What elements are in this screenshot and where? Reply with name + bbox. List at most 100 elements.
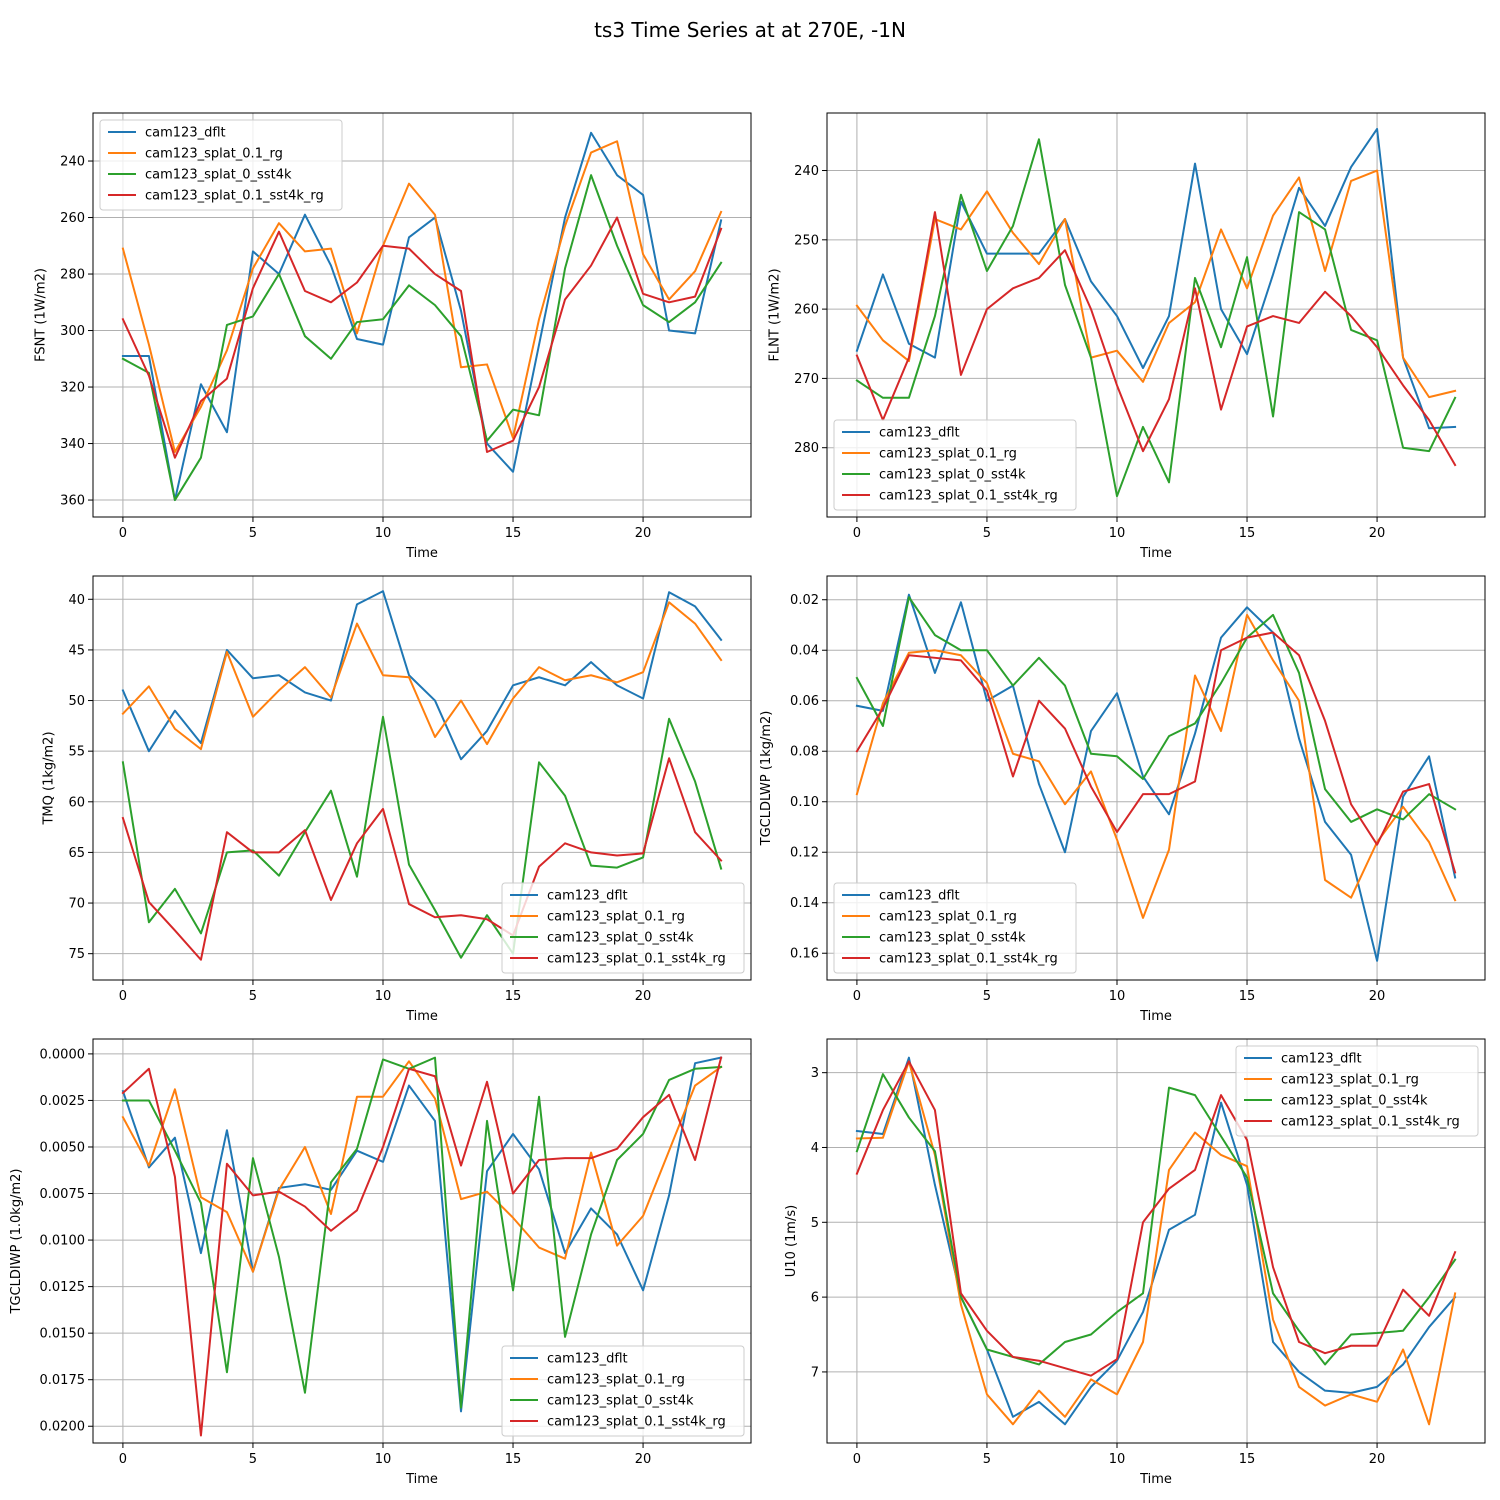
- y-tick-label: 270: [794, 372, 819, 387]
- legend: cam123_dflt cam123_splat_0.1_rg cam123_spl…: [1235, 1045, 1479, 1137]
- series-line-cam123-splat-0-1-rg: [855, 613, 1457, 919]
- y-tick-label: 250: [794, 233, 819, 248]
- x-tick-label: 20: [635, 989, 652, 1004]
- axes-frame: [92, 112, 752, 518]
- series-group: [855, 1056, 1457, 1426]
- legend: cam123_dflt cam123_splat_0.1_rg cam123_spl…: [833, 882, 1077, 974]
- x-tick-label: 15: [1239, 989, 1256, 1004]
- series-group: [855, 127, 1457, 498]
- panel-u10: 0 5 10 15 20 3 4 5 6 7 Time U10 (1m/s) cam123_dfltca…: [784, 1038, 1486, 1487]
- x-tick-label: 5: [249, 1452, 257, 1467]
- x-tick-label: 5: [983, 526, 991, 541]
- series-line-cam123-splat-0-1-sst4k-rg: [855, 1060, 1457, 1377]
- x-tick-label: 5: [249, 989, 257, 1004]
- legend-label-cam123-splat-0-1-rg: cam123_splat_0.1_rg: [879, 910, 1017, 925]
- legend-label-cam123-splat-0-1-rg: cam123_splat_0.1_rg: [145, 147, 283, 162]
- series-group: [121, 590, 723, 961]
- x-tick-label: 20: [1369, 1452, 1386, 1467]
- legend: cam123_dflt cam123_splat_0.1_rg cam123_spl…: [501, 1345, 745, 1437]
- legend-label-cam123-splat-0-1-sst4k-rg: cam123_splat_0.1_sst4k_rg: [1281, 1115, 1460, 1130]
- y-tick-label: 5: [811, 1216, 819, 1231]
- legend-label-cam123-splat-0-1-sst4k-rg: cam123_splat_0.1_sst4k_rg: [547, 1415, 726, 1430]
- legend-label-cam123-dflt: cam123_dflt: [879, 426, 960, 441]
- panel-tmq: 0 5 10 15 20 40 45 50 55 60 65 70 75 Time TMQ (1kg/m2)…: [42, 575, 752, 1024]
- legend-label-cam123-splat-0-1-rg: cam123_splat_0.1_rg: [547, 910, 685, 925]
- y-tick-label: 0.0050: [40, 1140, 86, 1155]
- y-tick-label: 340: [60, 437, 85, 452]
- y-tick-label: 4: [811, 1141, 819, 1156]
- x-tick-label: 20: [635, 526, 652, 541]
- y-tick-label: 0.0100: [40, 1234, 86, 1249]
- legend-label-cam123-dflt: cam123_dflt: [145, 126, 226, 141]
- series-group: [855, 593, 1457, 962]
- y-tick-label: 0.0075: [40, 1187, 86, 1202]
- y-tick-label: 7: [811, 1365, 819, 1380]
- x-tick-label: 0: [119, 1452, 127, 1467]
- legend-label-cam123-splat-0-1-sst4k-rg: cam123_splat_0.1_sst4k_rg: [879, 952, 1058, 967]
- y-tick-label: 0.12: [790, 846, 819, 861]
- legend-label-cam123-dflt: cam123_dflt: [879, 889, 960, 904]
- legend-label-cam123-splat-0-sst4k: cam123_splat_0_sst4k: [547, 931, 694, 946]
- series-line-cam123-dflt: [121, 131, 723, 502]
- x-tick-label: 10: [1109, 1452, 1126, 1467]
- series-group: [121, 131, 723, 502]
- panel-flnt: 0 5 10 15 20 240 250 260 270 280 Time FLNT (1W/m2) c…: [767, 112, 1486, 561]
- x-tick-label: 15: [505, 1452, 522, 1467]
- y-tick-label: 300: [60, 324, 85, 339]
- y-axis-label: FLNT (1W/m2): [767, 268, 782, 361]
- legend-label-cam123-splat-0-1-rg: cam123_splat_0.1_rg: [879, 447, 1017, 462]
- series-line-cam123-splat-0-1-rg: [121, 601, 723, 751]
- x-tick-label: 10: [375, 989, 392, 1004]
- x-tick-label: 0: [119, 989, 127, 1004]
- x-tick-label: 20: [1369, 989, 1386, 1004]
- legend-label-cam123-splat-0-sst4k: cam123_splat_0_sst4k: [145, 168, 292, 183]
- series-line-cam123-splat-0-1-rg: [121, 140, 723, 454]
- legend-label-cam123-splat-0-1-rg: cam123_splat_0.1_rg: [1281, 1073, 1419, 1088]
- legend-box: [501, 882, 745, 974]
- legend-label-cam123-splat-0-sst4k: cam123_splat_0_sst4k: [879, 931, 1026, 946]
- x-tick-label: 0: [853, 989, 861, 1004]
- x-axis-label: Time: [1139, 1009, 1172, 1024]
- series-line-cam123-splat-0-1-sst4k-rg: [121, 216, 723, 459]
- legend-label-cam123-splat-0-sst4k: cam123_splat_0_sst4k: [879, 468, 1026, 483]
- y-axis-label: U10 (1m/s): [784, 1205, 799, 1277]
- x-tick-label: 15: [1239, 1452, 1256, 1467]
- x-tick-label: 5: [983, 989, 991, 1004]
- y-tick-label: 0.08: [790, 745, 819, 760]
- axes-frame: [826, 112, 1486, 518]
- series-line-cam123-dflt: [855, 593, 1457, 962]
- x-tick-label: 0: [853, 526, 861, 541]
- y-tick-label: 0.04: [790, 644, 819, 659]
- x-tick-label: 15: [505, 526, 522, 541]
- y-tick-label: 0.02: [790, 593, 819, 608]
- x-axis-label: Time: [1139, 546, 1172, 561]
- series-line-cam123-splat-0-1-sst4k-rg: [121, 1056, 723, 1437]
- y-tick-label: 0.10: [790, 795, 819, 810]
- x-tick-label: 5: [249, 526, 257, 541]
- x-axis-label: Time: [1139, 1472, 1172, 1487]
- axes-frame: [826, 1038, 1486, 1444]
- x-tick-label: 20: [635, 1452, 652, 1467]
- x-tick-label: 15: [1239, 526, 1256, 541]
- y-tick-label: 50: [68, 694, 85, 709]
- x-tick-label: 10: [375, 1452, 392, 1467]
- x-tick-label: 10: [1109, 989, 1126, 1004]
- y-tick-label: 320: [60, 381, 85, 396]
- y-axis-label: TGCLDLWP (1kg/m2): [759, 711, 774, 847]
- y-tick-label: 0.0200: [40, 1420, 86, 1435]
- y-tick-label: 55: [68, 745, 85, 760]
- legend-label-cam123-splat-0-sst4k: cam123_splat_0_sst4k: [1281, 1094, 1428, 1109]
- legend-label-cam123-splat-0-sst4k: cam123_splat_0_sst4k: [547, 1394, 694, 1409]
- series-group: [121, 1056, 723, 1437]
- series-line-cam123-splat-0-sst4k: [855, 1073, 1457, 1366]
- x-axis-label: Time: [405, 1009, 438, 1024]
- y-tick-label: 3: [811, 1066, 819, 1081]
- y-tick-label: 360: [60, 494, 85, 509]
- figure-title: ts3 Time Series at at 270E, -1N: [594, 18, 906, 42]
- y-axis-label: FSNT (1W/m2): [33, 268, 48, 362]
- legend-box: [833, 419, 1077, 511]
- y-tick-label: 260: [60, 211, 85, 226]
- y-tick-label: 70: [68, 897, 85, 912]
- series-line-cam123-splat-0-sst4k: [121, 1056, 723, 1409]
- y-tick-label: 0.06: [790, 694, 819, 709]
